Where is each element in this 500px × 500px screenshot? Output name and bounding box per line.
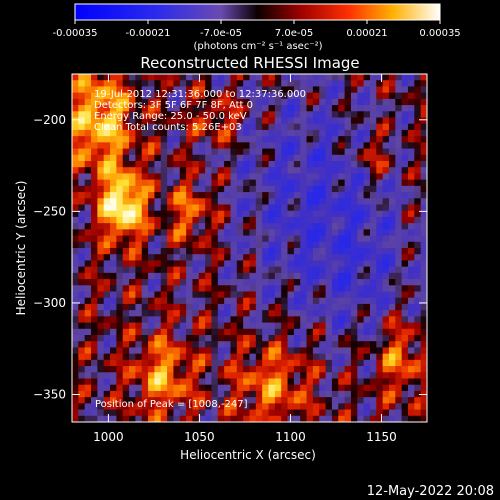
peak-position-text: Position of Peak = [1008,-247] bbox=[95, 399, 248, 410]
colorbar-tick-label: 0.00035 bbox=[419, 28, 460, 39]
colorbar-unit-label: (photons cm⁻² s⁻¹ asec⁻²) bbox=[193, 41, 322, 52]
y-axis-label: Heliocentric Y (arcsec) bbox=[14, 181, 28, 316]
y-tick-label: −200 bbox=[33, 113, 66, 127]
info-line: 19-Jul-2012 12:31:36.000 to 12:37:36.000 bbox=[94, 89, 306, 100]
plot-frame bbox=[71, 73, 428, 423]
y-axis-ticks: −200 −250 −300 −350 bbox=[33, 113, 427, 402]
colorbar-tick-label: -0.00021 bbox=[126, 28, 171, 39]
info-block: 19-Jul-2012 12:31:36.000 to 12:37:36.000… bbox=[94, 89, 306, 133]
x-tick-label: 1150 bbox=[366, 430, 397, 444]
x-axis-label: Heliocentric X (arcsec) bbox=[180, 448, 316, 462]
colorbar-tick-label: -0.00035 bbox=[53, 28, 98, 39]
colorbar-tick-label: 0.00021 bbox=[346, 28, 387, 39]
x-tick-label: 1100 bbox=[275, 430, 306, 444]
colorbar bbox=[74, 3, 441, 21]
x-tick-label: 1000 bbox=[93, 430, 124, 444]
y-tick-label: −250 bbox=[33, 204, 66, 218]
x-axis-ticks: 1000 1050 1100 1150 bbox=[93, 74, 397, 444]
heatmap-image bbox=[72, 74, 427, 422]
info-line: Detectors: 3F 5F 6F 7F 8F, Att 0 bbox=[94, 100, 253, 111]
colorbar-tick-label: -7.0e-05 bbox=[200, 28, 242, 39]
y-tick-label: −300 bbox=[33, 296, 66, 310]
plot-title: Reconstructed RHESSI Image bbox=[140, 54, 359, 72]
y-tick-label: −350 bbox=[33, 388, 66, 402]
colorbar-ticks: -0.00035 -0.00021 -7.0e-05 7.0e-05 0.00021 0.… bbox=[53, 20, 461, 39]
info-line: Clean Total counts: 5.26E+03 bbox=[94, 122, 242, 133]
info-line: Energy Range: 25.0 - 50.0 keV bbox=[94, 111, 247, 122]
x-tick-label: 1050 bbox=[184, 430, 215, 444]
colorbar-tick-label: 7.0e-05 bbox=[275, 28, 313, 39]
timestamp: 12-May-2022 20:08 bbox=[367, 484, 494, 499]
